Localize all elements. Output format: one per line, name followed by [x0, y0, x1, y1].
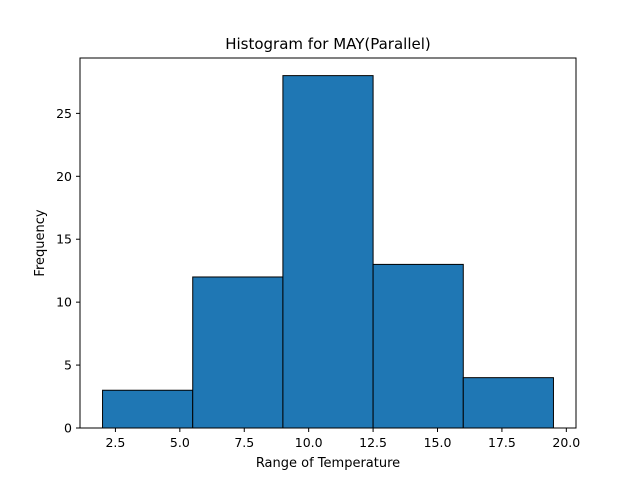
histogram-bar-1: [192, 276, 284, 429]
plot-frame: [79, 57, 577, 429]
y-axis-label: Frequency: [33, 209, 48, 276]
y-tick-label: 10: [56, 295, 72, 310]
x-tick-label: 7.5: [234, 435, 254, 450]
chart-title: Histogram for MAY(Parallel): [225, 35, 431, 53]
y-tick-label: 25: [56, 106, 72, 121]
x-tick-label: 5.0: [170, 435, 190, 450]
y-tick-label: 5: [64, 358, 72, 373]
bars-group: [102, 75, 554, 429]
histogram-bar-4: [462, 377, 554, 429]
histogram-bar-0: [102, 389, 194, 429]
x-tick-label: 17.5: [488, 435, 516, 450]
x-tick-label: 2.5: [105, 435, 125, 450]
y-tick-label: 20: [56, 169, 72, 184]
y-tick-label: 15: [56, 232, 72, 247]
x-tick-label: 20.0: [552, 435, 580, 450]
x-tick-label: 12.5: [359, 435, 387, 450]
x-tick-label: 15.0: [424, 435, 452, 450]
histogram-bar-2: [282, 75, 374, 429]
y-tick-label: 0: [64, 421, 72, 436]
histogram-bar-3: [372, 263, 464, 429]
x-tick-label: 10.0: [295, 435, 323, 450]
y-axis-ticks: 0 5 10 15 20 25: [56, 106, 80, 436]
x-axis-ticks: 2.5 5.0 7.5 10.0 12.5 15.0 17.5 20.0: [105, 428, 580, 450]
x-axis-label: Range of Temperature: [256, 456, 400, 471]
